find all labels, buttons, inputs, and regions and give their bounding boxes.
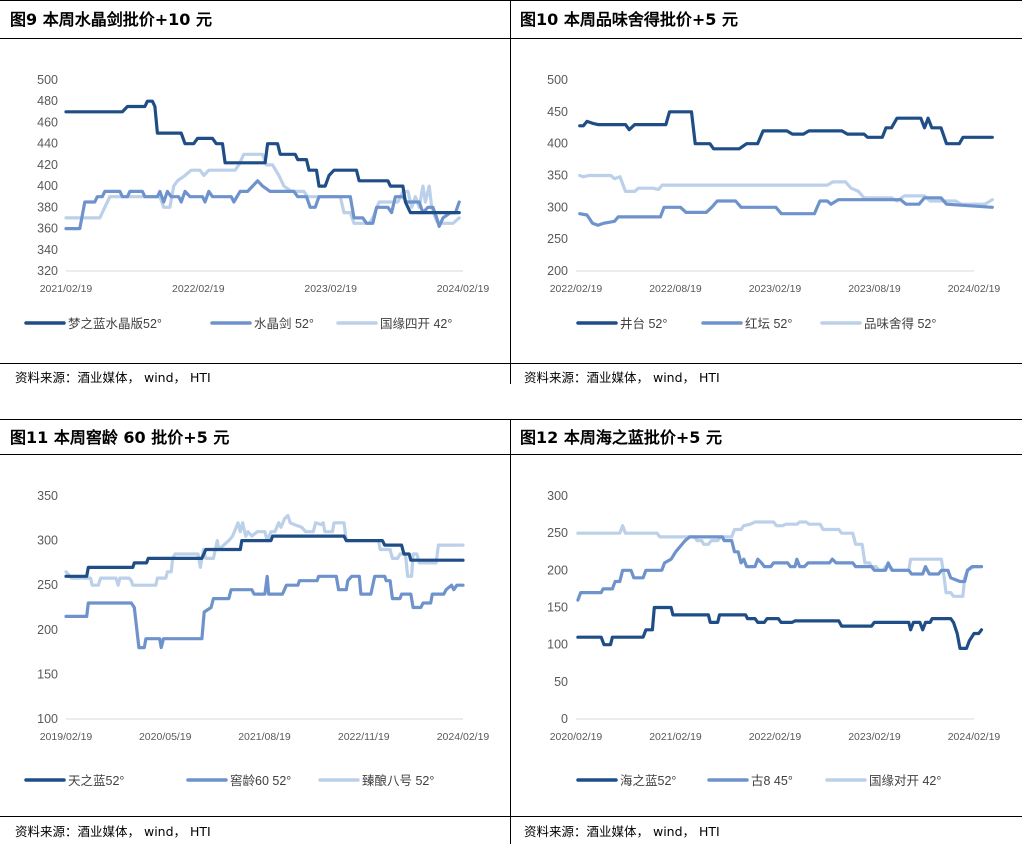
x-tick-label: 2021/08/19 bbox=[238, 731, 291, 743]
legend-label: 红坛 52° bbox=[745, 316, 792, 331]
y-tick-label: 460 bbox=[37, 115, 58, 129]
figure-title-9: 图9 本周水晶剑批价+10 元 bbox=[10, 10, 212, 29]
y-tick-label: 320 bbox=[37, 264, 58, 278]
y-tick-label: 480 bbox=[37, 94, 58, 108]
series-line bbox=[64, 179, 461, 231]
y-tick-label: 400 bbox=[37, 179, 58, 193]
legend-label: 水晶剑 52° bbox=[254, 316, 314, 331]
series-line bbox=[576, 605, 984, 650]
x-tick-label: 2021/02/19 bbox=[40, 283, 93, 295]
x-tick-label: 2024/02/19 bbox=[948, 283, 1001, 295]
column-divider-bottom bbox=[510, 419, 511, 844]
header-divider-bottom bbox=[0, 454, 1022, 455]
y-tick-label: 440 bbox=[37, 137, 58, 151]
legend-label: 窖龄60 52° bbox=[230, 773, 291, 788]
source-note-9: 资料来源：酒业媒体， wind， HTI bbox=[15, 370, 211, 385]
y-tick-label: 360 bbox=[37, 222, 58, 236]
y-tick-label: 50 bbox=[554, 675, 568, 689]
series-line bbox=[576, 520, 984, 598]
x-tick-label: 2022/08/19 bbox=[649, 283, 702, 295]
series-line bbox=[578, 196, 994, 227]
series-line bbox=[64, 514, 465, 587]
legend-label: 古8 45° bbox=[751, 773, 793, 788]
y-tick-label: 340 bbox=[37, 243, 58, 257]
y-tick-label: 250 bbox=[547, 232, 568, 246]
figure-title-12: 图12 本周海之蓝批价+5 元 bbox=[520, 428, 722, 447]
y-tick-label: 250 bbox=[547, 526, 568, 540]
y-tick-label: 250 bbox=[37, 578, 58, 592]
series-line bbox=[64, 574, 465, 650]
legend-label: 臻酿八号 52° bbox=[362, 773, 434, 788]
y-tick-label: 350 bbox=[547, 169, 568, 183]
y-tick-label: 100 bbox=[547, 638, 568, 652]
source-divider-top bbox=[0, 363, 1022, 364]
legend-label: 国缘四开 42° bbox=[380, 317, 452, 331]
figure-title-11: 图11 本周窖龄 60 批价+5 元 bbox=[10, 428, 230, 447]
y-tick-label: 350 bbox=[37, 489, 58, 503]
x-tick-label: 2020/02/19 bbox=[550, 731, 603, 743]
y-tick-label: 500 bbox=[547, 73, 568, 87]
y-tick-label: 100 bbox=[37, 712, 58, 726]
y-tick-label: 200 bbox=[37, 623, 58, 637]
source-note-10: 资料来源：酒业媒体， wind， HTI bbox=[524, 370, 720, 385]
y-tick-label: 150 bbox=[37, 667, 58, 681]
x-tick-label: 2021/02/19 bbox=[649, 731, 702, 743]
x-tick-label: 2024/02/19 bbox=[948, 731, 1001, 743]
series-line bbox=[576, 535, 984, 602]
figure-title-10: 图10 本周品味舍得批价+5 元 bbox=[520, 10, 738, 29]
y-tick-label: 300 bbox=[547, 489, 568, 503]
y-tick-label: 200 bbox=[547, 264, 568, 278]
x-tick-label: 2023/02/19 bbox=[848, 731, 901, 743]
y-tick-label: 300 bbox=[547, 200, 568, 214]
series-line bbox=[578, 110, 994, 151]
y-tick-label: 420 bbox=[37, 158, 58, 172]
legend-label: 国缘对开 42° bbox=[869, 774, 941, 788]
x-tick-label: 2020/05/19 bbox=[139, 731, 192, 743]
x-tick-label: 2022/02/19 bbox=[550, 283, 603, 295]
y-tick-label: 400 bbox=[547, 137, 568, 151]
x-tick-label: 2022/02/19 bbox=[749, 731, 802, 743]
legend-label: 井台 52° bbox=[620, 316, 667, 331]
y-tick-label: 150 bbox=[547, 601, 568, 615]
series-line bbox=[64, 152, 461, 225]
y-tick-label: 200 bbox=[547, 563, 568, 577]
y-tick-label: 450 bbox=[547, 105, 568, 119]
source-note-11: 资料来源：酒业媒体， wind， HTI bbox=[15, 824, 211, 839]
y-tick-label: 380 bbox=[37, 200, 58, 214]
chart-figure-10: 200 250 300 350 400 450 500 2022/02/19 2022/08/1… bbox=[547, 73, 1001, 331]
y-tick-label: 500 bbox=[37, 73, 58, 87]
header-divider-top bbox=[0, 38, 1022, 39]
y-tick-label: 300 bbox=[37, 534, 58, 548]
x-tick-label: 2024/02/19 bbox=[437, 283, 490, 295]
legend-label: 梦之蓝水晶版52° bbox=[68, 317, 162, 331]
legend-label: 天之蓝52° bbox=[68, 774, 124, 788]
series-line bbox=[578, 173, 994, 206]
x-tick-label: 2024/02/19 bbox=[437, 731, 490, 743]
legend-label: 海之蓝52° bbox=[620, 773, 676, 788]
x-tick-label: 2023/02/19 bbox=[304, 283, 357, 295]
chart-figure-12: 0 50 100 150 200 250 300 2020/02/19 2021/02/19 20… bbox=[547, 489, 1001, 788]
x-tick-label: 2022/11/19 bbox=[338, 731, 390, 743]
x-tick-label: 2023/08/19 bbox=[848, 283, 901, 295]
column-divider-top bbox=[510, 0, 511, 384]
legend-label: 品味舍得 52° bbox=[864, 316, 936, 331]
x-tick-label: 2022/02/19 bbox=[172, 283, 225, 295]
section-divider-mid bbox=[0, 419, 1022, 420]
source-note-12: 资料来源：酒业媒体， wind， HTI bbox=[524, 824, 720, 839]
series-line bbox=[64, 534, 465, 578]
source-divider-bottom bbox=[0, 816, 1022, 817]
top-border bbox=[0, 0, 1022, 1]
chart-figure-9: 320 340 360 380 400 420 440 460 480 500 2021/02/19… bbox=[24, 73, 490, 331]
chart-figure-11: 100 150 200 250 300 350 2019/02/19 2020/05/19 20… bbox=[24, 489, 490, 788]
y-tick-label: 0 bbox=[561, 712, 568, 726]
series-line bbox=[64, 99, 461, 215]
x-tick-label: 2019/02/19 bbox=[40, 731, 93, 743]
x-tick-label: 2023/02/19 bbox=[749, 283, 802, 295]
